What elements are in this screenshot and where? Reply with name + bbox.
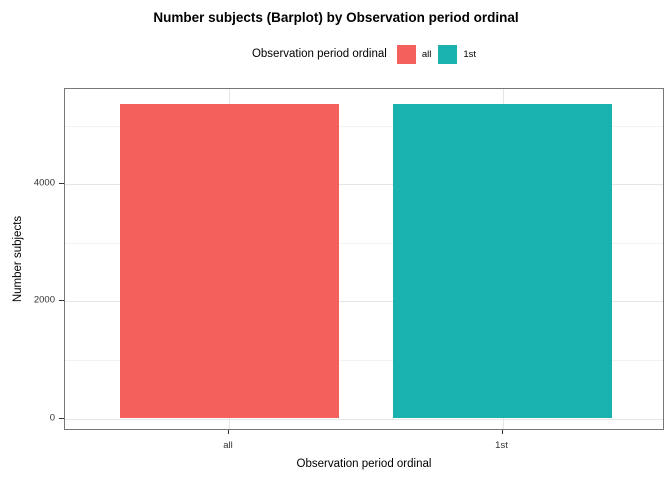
y-axis-title: Number subjects xyxy=(12,215,24,303)
chart-title: Number subjects (Barplot) by Observation… xyxy=(153,10,519,25)
gridline-minor xyxy=(65,125,663,127)
legend-item-all: all xyxy=(396,44,432,64)
legend-label-all: all xyxy=(421,48,432,60)
bar-all xyxy=(119,103,339,419)
bar-1st xyxy=(393,103,612,419)
gridline-minor xyxy=(65,359,663,361)
legend: Observation period ordinal all 1st xyxy=(64,44,664,64)
x-tick-mark xyxy=(228,430,229,434)
x-tick-label: all xyxy=(223,440,233,451)
gridline-minor xyxy=(65,242,663,244)
y-tick-mark xyxy=(59,300,64,302)
y-tick-label: 0 xyxy=(49,412,55,423)
y-tick-label: 4000 xyxy=(33,177,55,189)
gridline-major xyxy=(65,418,663,420)
plot-panel xyxy=(64,88,664,430)
y-tick-mark xyxy=(59,417,64,419)
legend-item-1st: 1st xyxy=(438,44,477,64)
legend-swatch-all xyxy=(396,44,416,64)
x-axis-title: Observation period ordinal xyxy=(296,458,432,470)
x-tick-label: 1st xyxy=(495,440,508,451)
legend-title: Observation period ordinal xyxy=(251,48,387,60)
x-tick-mark xyxy=(501,430,503,434)
y-tick-label: 2000 xyxy=(33,294,55,306)
gridline-major xyxy=(65,301,663,303)
legend-label-1st: 1st xyxy=(463,48,477,60)
gridline-major xyxy=(65,184,663,186)
y-tick-mark xyxy=(59,183,64,185)
legend-swatch-1st xyxy=(438,44,458,64)
